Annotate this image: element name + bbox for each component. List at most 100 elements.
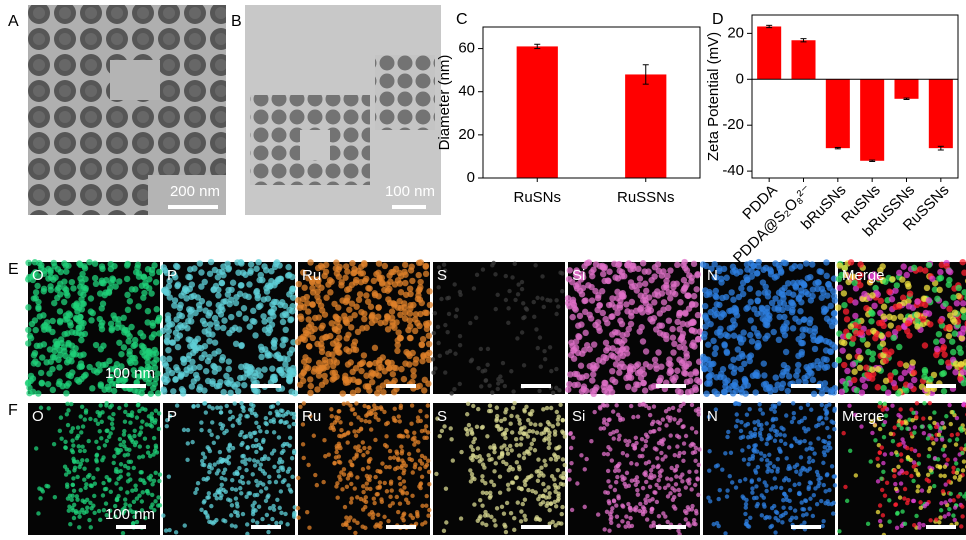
map-signal <box>115 496 119 500</box>
map-signal <box>398 419 402 423</box>
map-signal <box>778 268 784 274</box>
map-signal <box>793 436 797 440</box>
map-signal <box>931 441 935 445</box>
map-signal <box>689 487 693 491</box>
map-signal <box>114 325 120 331</box>
map-signal <box>420 454 424 458</box>
map-signal <box>889 296 895 302</box>
map-signal <box>724 377 730 383</box>
map-signal <box>254 421 258 425</box>
map-signal <box>949 492 953 496</box>
map-signal <box>946 457 950 461</box>
map-signal <box>65 402 69 406</box>
map-signal <box>288 436 292 440</box>
map-signal <box>226 366 232 372</box>
map-signal <box>471 454 475 458</box>
map-signal <box>503 436 507 440</box>
map-signal <box>896 303 902 309</box>
map-signal <box>687 378 693 384</box>
map-signal <box>390 488 394 492</box>
map-signal <box>72 489 76 493</box>
map-signal <box>513 262 517 266</box>
map-signal <box>494 307 498 311</box>
map-signal <box>841 340 847 346</box>
map-signal <box>63 440 67 444</box>
map-signal <box>425 414 429 418</box>
map-signal <box>803 429 807 433</box>
map-signal <box>808 497 812 501</box>
map-signal <box>577 313 583 319</box>
map-signal <box>943 500 947 504</box>
map-signal <box>237 421 241 425</box>
map-signal <box>53 495 57 499</box>
map-signal <box>313 473 317 477</box>
map-signal <box>757 477 761 481</box>
map-signal <box>87 439 91 443</box>
map-signal <box>319 322 325 328</box>
map-signal <box>804 512 808 516</box>
map-signal <box>290 456 294 460</box>
map-signal <box>322 334 328 340</box>
map-signal <box>841 302 847 308</box>
map-signal <box>642 507 646 511</box>
map-signal <box>784 494 788 498</box>
map-signal <box>245 522 249 526</box>
map-signal <box>807 460 811 464</box>
map-signal <box>167 474 171 478</box>
map-signal <box>832 427 836 431</box>
map-signal <box>579 388 585 394</box>
map-signal <box>301 284 307 290</box>
map-signal <box>251 319 257 325</box>
map-signal <box>336 335 342 341</box>
map-signal <box>502 523 506 527</box>
map-signal <box>783 442 787 446</box>
map-signal <box>878 333 884 339</box>
map-signal <box>681 459 685 463</box>
map-signal <box>169 321 175 327</box>
map-signal <box>773 429 777 433</box>
map-signal <box>63 268 69 274</box>
map-label: Si <box>572 408 585 425</box>
map-signal <box>604 320 610 326</box>
map-signal <box>781 513 785 517</box>
map-signal <box>522 432 526 436</box>
map-signal <box>129 438 133 442</box>
map-signal <box>252 431 256 435</box>
map-signal <box>962 459 966 463</box>
map-signal <box>661 511 665 515</box>
panel-label: F <box>8 402 18 419</box>
map-signal <box>914 323 920 329</box>
map-signal <box>547 422 551 426</box>
map-signal <box>70 448 74 452</box>
map-signal <box>324 364 330 370</box>
map-signal <box>444 520 448 524</box>
map-signal <box>547 491 551 495</box>
map-signal <box>891 439 895 443</box>
map-signal <box>752 420 756 424</box>
map-signal <box>644 432 648 436</box>
map-signal <box>208 259 214 265</box>
map-signal <box>492 469 496 473</box>
map-signal <box>934 425 938 429</box>
y-tick-label: -20 <box>722 116 744 133</box>
map-signal <box>939 338 945 344</box>
map-signal <box>255 459 259 463</box>
map-signal <box>778 432 782 436</box>
map-signal <box>71 457 75 461</box>
map-signal <box>498 374 502 378</box>
map-signal <box>926 473 930 477</box>
x-tick-label: RuSSNs <box>617 189 675 206</box>
map-signal <box>279 511 283 515</box>
map-signal <box>111 426 115 430</box>
map-signal <box>725 494 729 498</box>
map-signal <box>153 420 157 424</box>
map-signal <box>105 439 109 443</box>
map-signal <box>948 498 952 502</box>
map-signal <box>88 417 92 421</box>
map-signal <box>559 482 563 486</box>
map-signal <box>811 391 817 397</box>
map-signal <box>680 479 684 483</box>
map-signal <box>195 487 199 491</box>
map-signal <box>206 515 210 519</box>
map-signal <box>376 260 382 266</box>
